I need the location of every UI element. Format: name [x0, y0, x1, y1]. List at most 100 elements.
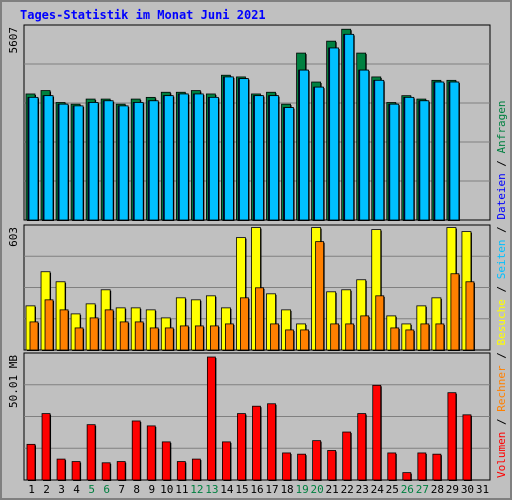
bar-rechner-20: [315, 241, 325, 351]
bar-seiten-15: [239, 78, 249, 221]
bar-rechner-5: [89, 317, 99, 351]
bar-seiten-22: [344, 33, 355, 221]
bar-rechner-21: [330, 323, 340, 351]
bar-volumen-11: [176, 461, 186, 481]
bar-seiten-3: [58, 103, 69, 221]
x-tick-label: 31: [476, 483, 489, 496]
x-tick-label: 5: [88, 483, 95, 496]
bar-seiten-7: [118, 105, 129, 221]
bar-rechner-1: [29, 321, 39, 351]
ymax-label-1: 5607: [7, 27, 20, 54]
legend-volumen: Volumen: [495, 432, 508, 478]
x-tick-label: 16: [250, 483, 263, 496]
bar-volumen-16: [252, 405, 261, 481]
bar-rechner-25: [390, 327, 400, 351]
x-tick-label: 6: [103, 483, 110, 496]
bar-seiten-6: [103, 100, 114, 221]
x-tick-label: 23: [356, 483, 369, 496]
ymax-label-3: 50.01 MB: [7, 355, 20, 408]
bar-seiten-10: [163, 95, 174, 221]
bar-volumen-2: [41, 413, 51, 481]
chart-title: Tages-Statistik im Monat Juni 2021: [20, 8, 266, 22]
bar-volumen-10: [161, 441, 171, 481]
x-tick-label: 11: [175, 483, 188, 496]
bar-seiten-13: [208, 96, 219, 221]
bar-volumen-12: [191, 458, 201, 481]
x-tick-label: 1: [28, 483, 35, 496]
legend-seiten: Seiten: [495, 240, 508, 280]
bar-seiten-17: [269, 95, 279, 221]
bar-rechner-29: [450, 273, 460, 351]
bar-volumen-18: [282, 452, 291, 481]
bar-seiten-20: [314, 86, 325, 221]
bar-rechner-24: [375, 295, 385, 351]
bar-volumen-22: [342, 431, 352, 481]
x-tick-label: 27: [416, 483, 429, 496]
bar-volumen-8: [131, 420, 141, 481]
bar-rechner-4: [74, 327, 84, 351]
bar-rechner-26: [405, 329, 415, 351]
bar-volumen-7: [116, 461, 126, 481]
bar-volumen-9: [146, 425, 156, 481]
bar-seiten-14: [224, 76, 234, 221]
bar-rechner-16: [255, 287, 264, 351]
bar-rechner-11: [179, 325, 189, 351]
bar-volumen-24: [372, 384, 382, 481]
bar-seiten-8: [133, 102, 144, 221]
bar-rechner-8: [134, 321, 144, 351]
bar-seiten-18: [284, 107, 294, 221]
bar-rechner-9: [149, 327, 159, 351]
bar-rechner-27: [420, 323, 430, 351]
bar-rechner-10: [164, 327, 174, 351]
bar-volumen-6: [101, 462, 111, 481]
bar-rechner-18: [285, 329, 294, 351]
bar-rechner-17: [270, 323, 279, 351]
bar-volumen-15: [237, 413, 246, 481]
x-tick-label: 12: [190, 483, 203, 496]
bar-seiten-26: [404, 96, 415, 221]
x-tick-label: 10: [160, 483, 173, 496]
legend-anfragen: Anfragen: [495, 100, 508, 153]
bar-volumen-23: [357, 413, 367, 481]
bar-rechner-14: [225, 323, 234, 351]
bar-volumen-26: [402, 472, 412, 481]
x-tick-label: 24: [371, 483, 385, 496]
bar-volumen-4: [71, 461, 81, 481]
x-tick-label: 17: [265, 483, 278, 496]
x-tick-label: 21: [326, 483, 339, 496]
x-tick-label: 19: [295, 483, 308, 496]
bar-volumen-13: [206, 356, 216, 481]
bar-seiten-5: [88, 102, 99, 221]
bar-seiten-9: [148, 100, 159, 221]
x-tick-label: 8: [133, 483, 140, 496]
x-tick-label: 15: [235, 483, 248, 496]
ymax-label-2: 603: [7, 227, 20, 247]
legend-besuche: Besuche: [495, 299, 508, 345]
bar-rechner-13: [209, 325, 219, 351]
bar-rechner-28: [435, 323, 445, 351]
x-tick-label: 29: [446, 483, 459, 496]
bar-volumen-28: [432, 453, 442, 481]
x-tick-label: 28: [431, 483, 444, 496]
x-tick-label: 2: [43, 483, 50, 496]
bar-rechner-12: [194, 325, 204, 351]
bar-seiten-28: [434, 81, 445, 221]
x-tick-label: 30: [461, 483, 474, 496]
bar-rechner-2: [44, 299, 54, 351]
bar-seiten-1: [28, 96, 39, 221]
bar-rechner-19: [300, 329, 309, 351]
bar-volumen-25: [387, 452, 397, 481]
x-tick-label: 4: [73, 483, 80, 496]
bar-volumen-1: [26, 443, 36, 481]
bar-volumen-29: [447, 392, 457, 481]
bar-rechner-7: [119, 321, 129, 351]
bar-volumen-20: [312, 440, 322, 481]
bar-rechner-30: [465, 281, 475, 351]
bar-seiten-4: [73, 105, 84, 221]
legend-dateien: Dateien: [495, 173, 508, 219]
bar-rechner-3: [59, 309, 69, 351]
bar-seiten-27: [419, 100, 430, 221]
bar-rechner-6: [104, 309, 114, 351]
bar-rechner-22: [345, 323, 355, 351]
